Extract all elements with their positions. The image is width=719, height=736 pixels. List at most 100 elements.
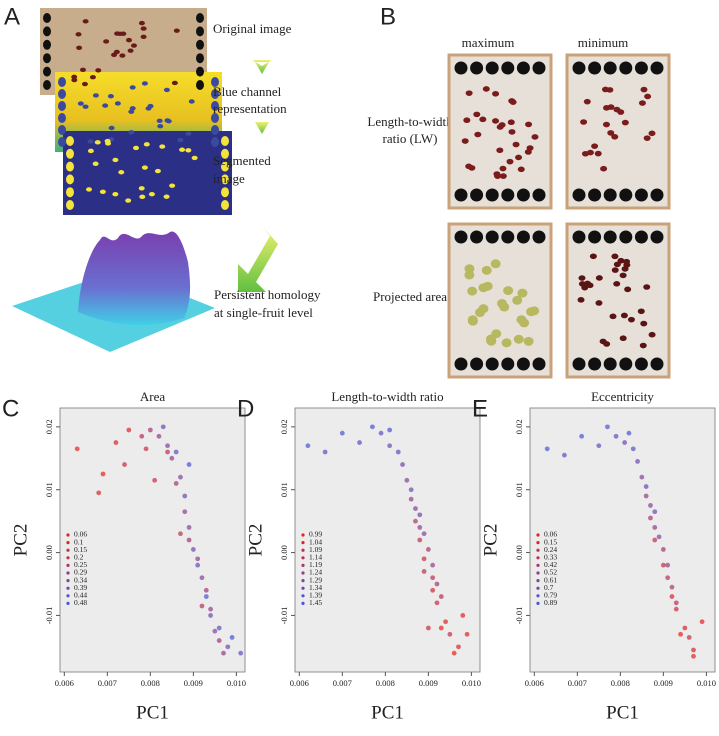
seed bbox=[639, 342, 647, 349]
point bbox=[221, 650, 226, 656]
seed bbox=[94, 140, 101, 145]
seed bbox=[640, 320, 648, 327]
point bbox=[413, 518, 418, 524]
holder bbox=[221, 174, 229, 185]
seed bbox=[517, 166, 525, 173]
seed bbox=[509, 99, 517, 105]
point bbox=[165, 443, 170, 449]
legend-marker bbox=[301, 548, 305, 552]
holder bbox=[211, 125, 219, 135]
point bbox=[165, 449, 170, 455]
holder bbox=[485, 230, 499, 244]
legend-marker bbox=[66, 556, 70, 560]
seed bbox=[648, 130, 656, 137]
holder bbox=[211, 89, 219, 99]
seed bbox=[648, 331, 656, 338]
holder bbox=[43, 13, 51, 23]
point bbox=[635, 459, 640, 464]
row-label: ratio (LW) bbox=[383, 131, 438, 146]
point bbox=[430, 562, 436, 568]
seed bbox=[139, 194, 146, 200]
seed bbox=[140, 34, 147, 40]
point bbox=[669, 584, 675, 590]
legend-marker bbox=[66, 563, 70, 568]
seed bbox=[496, 147, 504, 154]
seed bbox=[624, 286, 632, 293]
panel-label: C bbox=[2, 395, 19, 422]
point bbox=[643, 493, 649, 499]
scatter-panels: C Area PC1 PC2 0.006 0.007 0.008 0.009 0.010 -0.0… bbox=[2, 389, 716, 723]
legend-label: 1.09 bbox=[309, 545, 322, 554]
seed bbox=[76, 45, 83, 50]
y-tick-label: -0.01 bbox=[279, 607, 289, 625]
seed bbox=[501, 338, 512, 348]
seed bbox=[141, 165, 148, 170]
point bbox=[643, 484, 649, 489]
x-tick-label: 0.010 bbox=[462, 678, 481, 688]
point bbox=[648, 515, 653, 521]
holder bbox=[572, 61, 586, 75]
point bbox=[203, 587, 209, 593]
holder bbox=[650, 61, 664, 75]
x-tick-label: 0.009 bbox=[419, 678, 438, 688]
seed bbox=[644, 93, 652, 100]
seed bbox=[627, 316, 635, 323]
point bbox=[100, 471, 106, 477]
seed bbox=[112, 157, 119, 163]
point bbox=[178, 474, 183, 480]
seed bbox=[89, 75, 96, 80]
legend-label: 0.89 bbox=[544, 598, 557, 607]
point bbox=[370, 424, 375, 430]
point bbox=[665, 575, 671, 581]
seed bbox=[107, 94, 114, 99]
legend-label: 0.99 bbox=[309, 530, 322, 539]
seed bbox=[619, 272, 627, 279]
holder bbox=[196, 13, 204, 23]
seed bbox=[141, 81, 148, 86]
holder bbox=[634, 230, 648, 244]
seed bbox=[478, 304, 489, 314]
seed bbox=[507, 119, 515, 126]
column-header: minimum bbox=[578, 35, 629, 50]
seed bbox=[491, 329, 502, 339]
legend-marker bbox=[301, 533, 305, 537]
point bbox=[216, 638, 222, 643]
holder bbox=[619, 357, 633, 371]
point bbox=[430, 575, 436, 581]
holder bbox=[532, 188, 546, 202]
photo-border bbox=[447, 53, 553, 210]
seed bbox=[474, 131, 482, 138]
legend-label: 0.15 bbox=[74, 545, 87, 554]
seed bbox=[464, 270, 475, 280]
point bbox=[143, 446, 149, 452]
holder bbox=[588, 230, 602, 244]
x-tick-label: 0.008 bbox=[376, 678, 395, 688]
legend-label: 0.29 bbox=[74, 568, 87, 577]
legend-marker bbox=[66, 579, 70, 583]
seed bbox=[621, 119, 629, 126]
holder bbox=[196, 39, 204, 50]
seed bbox=[591, 143, 599, 149]
seed bbox=[503, 286, 514, 296]
legend-marker bbox=[536, 563, 540, 568]
seed bbox=[156, 118, 163, 124]
seed bbox=[104, 138, 111, 144]
seed bbox=[87, 139, 94, 144]
x-tick-label: 0.007 bbox=[98, 678, 117, 688]
seed bbox=[118, 170, 125, 175]
point bbox=[238, 650, 244, 656]
point bbox=[305, 443, 311, 449]
legend-marker bbox=[301, 571, 305, 575]
panel-label: D bbox=[237, 395, 254, 422]
holder bbox=[588, 357, 602, 371]
seed bbox=[523, 336, 534, 346]
seed bbox=[112, 191, 119, 197]
chart-title: Area bbox=[140, 389, 165, 404]
point bbox=[208, 606, 213, 612]
holder bbox=[603, 230, 617, 244]
point bbox=[464, 631, 470, 637]
holder bbox=[650, 230, 664, 244]
seed bbox=[499, 173, 507, 179]
surface-peak bbox=[78, 231, 191, 326]
panel-label: E bbox=[472, 395, 488, 422]
